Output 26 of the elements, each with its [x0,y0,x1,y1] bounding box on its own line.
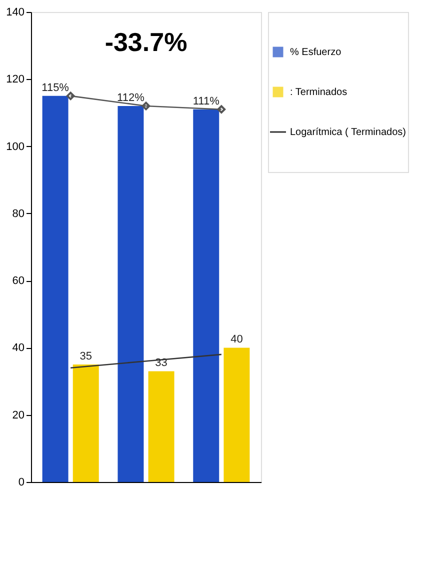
bar [224,348,250,482]
data-label: 111% [192,95,220,108]
data-label: 112% [117,92,145,104]
y-tick-label: 20 [12,409,24,422]
text: -33.7% [104,27,188,57]
bar [72,364,99,482]
point [66,92,75,100]
y-tick-label: 80 [12,208,24,220]
legend-label: : Terminados [290,87,348,98]
point [142,102,150,110]
legend-label: Logarítmica ( Terminados) [290,127,406,138]
y-tick-label: 140 [6,6,24,18]
y-tick-label: 0 [18,476,24,488]
point [217,105,226,114]
y-tick-label: 40 [12,342,24,354]
data-label: 35 [80,350,92,362]
bar [118,106,144,482]
bar [148,371,174,482]
data-label: 40 [230,334,243,346]
legend-label: % Esfuerzo [290,47,342,58]
bar [193,109,220,482]
y-tick-label: 120 [6,74,24,86]
data-label: 115% [42,82,70,94]
y-tick-label: 60 [12,275,24,288]
y-tick-label: 100 [6,140,24,153]
bar [42,96,68,482]
